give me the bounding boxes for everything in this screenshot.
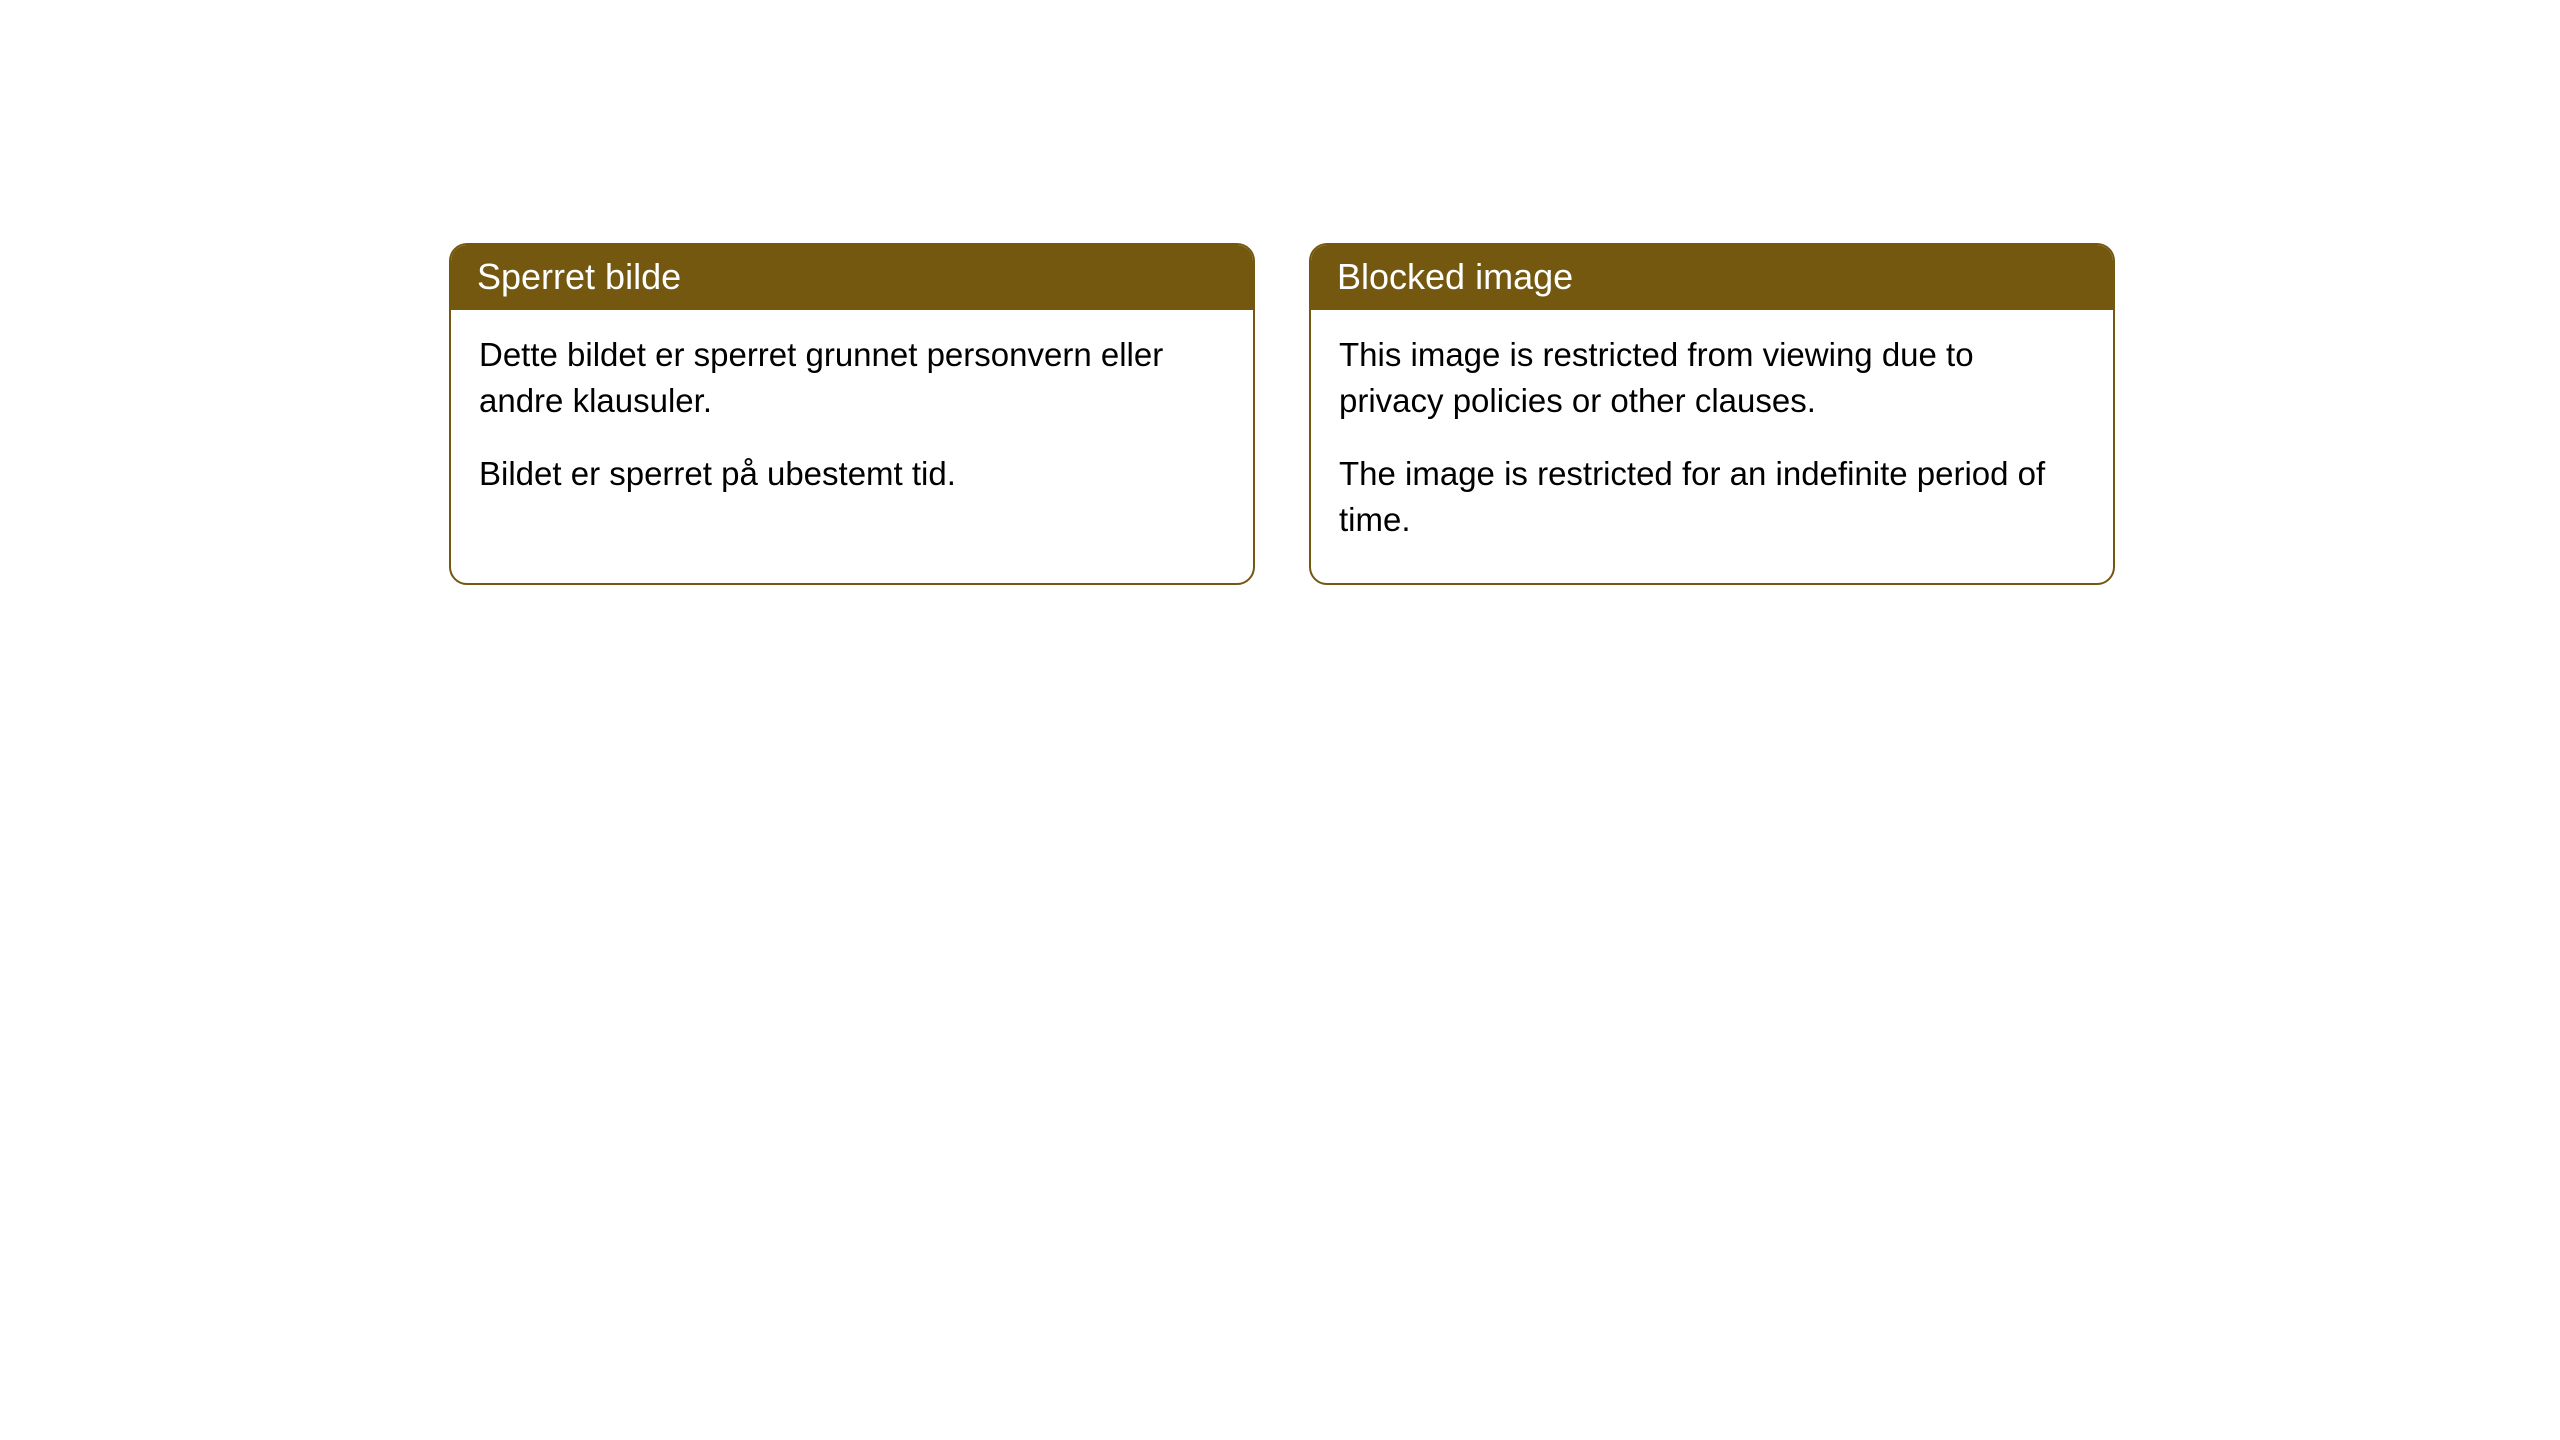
notice-header-english: Blocked image	[1311, 245, 2113, 310]
notice-text-english-1: This image is restricted from viewing du…	[1339, 332, 2085, 424]
notice-header-norwegian: Sperret bilde	[451, 245, 1253, 310]
notice-container: Sperret bilde Dette bildet er sperret gr…	[449, 243, 2115, 585]
notice-text-english-2: The image is restricted for an indefinit…	[1339, 451, 2085, 543]
notice-card-english: Blocked image This image is restricted f…	[1309, 243, 2115, 585]
notice-text-norwegian-2: Bildet er sperret på ubestemt tid.	[479, 451, 1225, 497]
notice-body-english: This image is restricted from viewing du…	[1311, 310, 2113, 583]
notice-body-norwegian: Dette bildet er sperret grunnet personve…	[451, 310, 1253, 537]
notice-text-norwegian-1: Dette bildet er sperret grunnet personve…	[479, 332, 1225, 424]
notice-card-norwegian: Sperret bilde Dette bildet er sperret gr…	[449, 243, 1255, 585]
